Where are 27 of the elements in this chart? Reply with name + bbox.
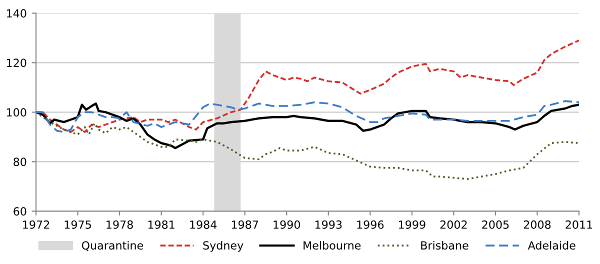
y-tick-label: 120 bbox=[6, 58, 26, 68]
x-tick-label: 2008 bbox=[524, 220, 551, 229]
legend-label: Brisbane bbox=[421, 241, 468, 250]
x-tick-label: 1975 bbox=[64, 220, 91, 229]
line-series bbox=[36, 100, 579, 133]
line-series bbox=[36, 102, 579, 150]
y-tick-label: 80 bbox=[14, 158, 26, 166]
y-tick-label: 140 bbox=[6, 9, 26, 18]
legend-label: Melbourne bbox=[304, 241, 361, 250]
x-tick-label: 1996 bbox=[357, 220, 384, 229]
x-tick-label: 2011 bbox=[566, 220, 592, 229]
x-tick-label: 2002 bbox=[440, 220, 467, 229]
y-tick-label: 60 bbox=[14, 207, 26, 216]
line-series bbox=[36, 111, 579, 180]
x-tick-label: 1972 bbox=[23, 220, 50, 229]
x-tick-label: 1981 bbox=[148, 220, 174, 229]
legend-label: Adelaide bbox=[528, 241, 576, 250]
x-tick-label: 1990 bbox=[274, 220, 300, 229]
x-tick-label: 1993 bbox=[315, 220, 342, 229]
legend-label: Sydney bbox=[203, 241, 244, 252]
x-tick-label: 1978 bbox=[106, 220, 133, 229]
x-tick-label: 2005 bbox=[482, 220, 509, 229]
y-tick-label: 100 bbox=[6, 108, 26, 117]
x-tick-label: 1999 bbox=[399, 220, 426, 229]
legend-label: Quarantine bbox=[82, 241, 144, 251]
x-tick-label: 1984 bbox=[190, 220, 217, 229]
x-tick-label: 1987 bbox=[232, 220, 258, 229]
